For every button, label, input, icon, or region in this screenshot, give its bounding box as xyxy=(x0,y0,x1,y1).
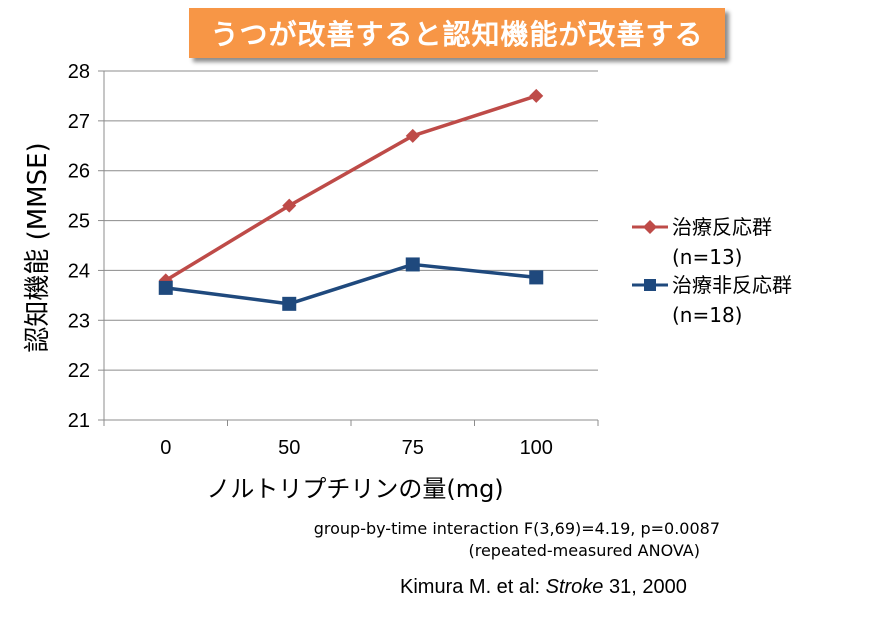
citation: Kimura M. et al: Stroke 31, 2000 xyxy=(400,576,687,599)
legend-sub-responders: (n=13) xyxy=(672,245,743,269)
data-point-square xyxy=(282,296,297,311)
citation-authors: Kimura M. et al: xyxy=(400,576,546,598)
data-point-diamond xyxy=(529,88,544,103)
data-point-square xyxy=(405,257,420,272)
y-tick-label: 27 xyxy=(68,111,90,133)
legend-swatch-square-icon xyxy=(632,279,668,291)
stats-line-2: (repeated-measured ANOVA) xyxy=(468,541,700,560)
y-tick-label: 25 xyxy=(68,211,90,233)
stats-line-1: group-by-time interaction F(3,69)=4.19, … xyxy=(313,519,720,538)
legend-entry-nonresponders: 治療非反応群 (n=18) xyxy=(632,270,792,330)
y-tick-label: 23 xyxy=(68,310,90,332)
x-tick-label: 100 xyxy=(520,437,553,459)
y-tick-label: 21 xyxy=(68,410,90,432)
citation-rest: 31, 2000 xyxy=(603,576,687,598)
statistics-note: group-by-time interaction F(3,69)=4.19, … xyxy=(260,518,720,562)
y-tick-label: 28 xyxy=(68,61,90,83)
title-banner: うつが改善すると認知機能が改善する xyxy=(189,8,725,58)
x-tick-label: 0 xyxy=(160,437,171,459)
legend-label-responders: 治療反応群 xyxy=(672,215,772,239)
x-tick-label: 50 xyxy=(278,437,300,459)
data-point-square xyxy=(529,270,544,285)
legend-swatch-diamond-icon xyxy=(632,220,668,234)
legend-label-nonresponders: 治療非反応群 xyxy=(672,273,792,297)
data-point-diamond xyxy=(282,198,297,213)
legend-sub-nonresponders: (n=18) xyxy=(672,303,743,327)
series-line-1 xyxy=(165,262,537,306)
data-point-square xyxy=(158,280,173,295)
x-axis-label: ノルトリプチリンの量(mg) xyxy=(206,475,503,503)
legend-entry-responders: 治療反応群 (n=13) xyxy=(632,212,772,272)
y-tick-label: 26 xyxy=(68,161,90,183)
x-tick-label: 75 xyxy=(402,437,424,459)
y-tick-label: 24 xyxy=(68,260,90,282)
y-tick-label: 22 xyxy=(68,360,90,382)
y-axis-label: 認知機能 (MMSE) xyxy=(23,142,53,352)
series-line-0 xyxy=(164,94,537,282)
chart-title: うつが改善すると認知機能が改善する xyxy=(210,18,704,51)
data-point-diamond xyxy=(405,128,420,143)
citation-journal: Stroke xyxy=(545,576,604,598)
